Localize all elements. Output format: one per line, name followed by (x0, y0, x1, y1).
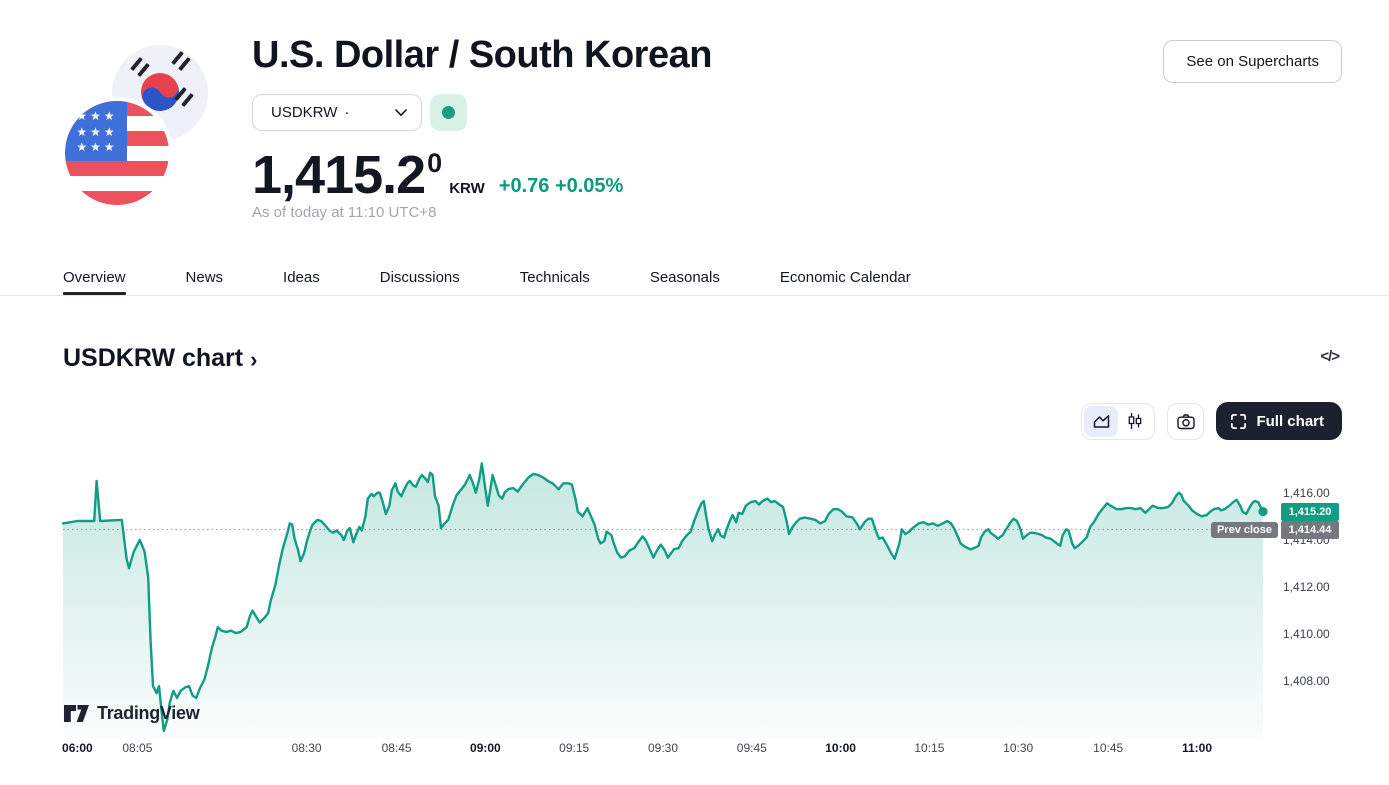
tab-ideas[interactable]: Ideas (283, 269, 320, 286)
price-change: +0.76 +0.05% (498, 175, 624, 197)
symbol-name: USDKRW (271, 104, 338, 121)
tab-economic-calendar[interactable]: Economic Calendar (779, 269, 911, 286)
x-axis-label: 10:30 (1003, 741, 1034, 755)
embed-code-icon[interactable]: </> (1320, 348, 1340, 365)
area-chart-icon (1093, 415, 1110, 428)
chart-section-link[interactable]: USDKRW chart › (63, 344, 257, 373)
price-chart-canvas[interactable]: 1,416.00 1,414.00 1,412.00 1,410.00 1,408.00… (0, 440, 1389, 760)
x-axis-label: 10:45 (1093, 741, 1124, 755)
symbol-separator-dot: · (344, 104, 350, 121)
see-on-supercharts-button[interactable]: See on Supercharts (1163, 40, 1342, 83)
x-axis-label: 11:00 (1181, 741, 1213, 755)
chart-type-switcher (1081, 402, 1156, 440)
market-status-button[interactable] (430, 94, 467, 131)
x-axis-label: 09:00 (470, 741, 501, 755)
tab-discussions[interactable]: Discussions (379, 269, 460, 286)
y-axis-label: 1,412.00 (1283, 580, 1330, 595)
price-currency: KRW (449, 180, 485, 197)
price-timestamp: As of today at 11:10 UTC+8 (252, 204, 437, 221)
tab-bar: Overview News Ideas Discussions Technica… (0, 260, 1389, 296)
page-title: U.S. Dollar / South Korean (252, 34, 712, 76)
us-flag-canton: ★★★ ★★★ ★★★ (65, 101, 127, 161)
chevron-down-icon (395, 108, 407, 116)
tradingview-logo-text: TradingView (97, 703, 200, 723)
tab-seasonals[interactable]: Seasonals (649, 269, 720, 286)
full-chart-label: Full chart (1256, 412, 1324, 430)
chart-controls: Full chart (1081, 402, 1342, 440)
y-axis-label: 1,416.00 (1283, 485, 1330, 500)
chart-area-fill (63, 463, 1263, 738)
tradingview-mark-icon (64, 705, 89, 722)
prev-close-price-badge: 1,414.44 (1281, 520, 1339, 539)
symbol-selector-dropdown[interactable]: USDKRW · (252, 94, 422, 131)
x-axis-label: 10:00 (825, 741, 856, 755)
last-price-value: 1,415.2 (252, 145, 426, 205)
market-open-dot-icon (442, 106, 455, 119)
tab-news[interactable]: News (185, 269, 224, 286)
x-axis-label: 06:00 (62, 741, 93, 755)
candlestick-icon (1129, 413, 1142, 429)
currency-pair-flags: ★★★ ★★★ ★★★ (61, 43, 221, 211)
tab-technicals[interactable]: Technicals (519, 269, 590, 286)
y-axis-label: 1,408.00 (1283, 674, 1330, 689)
camera-icon (1177, 413, 1195, 429)
area-chart-type-button[interactable] (1084, 405, 1119, 437)
tab-overview[interactable]: Overview (63, 260, 126, 295)
x-axis-label: 09:30 (647, 741, 679, 755)
chart-line (61, 462, 1265, 733)
last-price-dot (1258, 507, 1268, 517)
snapshot-button[interactable] (1167, 402, 1205, 440)
y-axis-label: 1,410.00 (1283, 627, 1330, 642)
full-chart-button[interactable]: Full chart (1216, 402, 1342, 440)
price-row: 1,415.20 KRW +0.76 +0.05% (252, 144, 623, 206)
x-axis-label: 08:30 (291, 741, 322, 755)
candles-chart-type-button[interactable] (1118, 406, 1152, 437)
x-axis-label: 09:45 (736, 741, 767, 755)
tradingview-logo[interactable]: TradingView (63, 703, 200, 724)
chevron-right-icon: › (250, 346, 258, 372)
prev-close-tag: Prev close (1211, 521, 1278, 538)
united-states-flag-icon: ★★★ ★★★ ★★★ (61, 97, 173, 209)
x-axis-label: 09:15 (559, 741, 590, 755)
chart-section-heading: USDKRW chart (63, 344, 244, 372)
x-axis-label: 08:05 (122, 741, 153, 755)
last-price-badge: 1,415.20 (1281, 502, 1339, 521)
last-price-fraction: 0 (427, 148, 443, 178)
area-chart (61, 462, 1272, 738)
x-axis-label: 10:15 (914, 741, 945, 755)
x-axis-label: 08:45 (381, 741, 412, 755)
fullscreen-icon (1231, 413, 1247, 429)
symbol-row: USDKRW · (252, 94, 467, 131)
